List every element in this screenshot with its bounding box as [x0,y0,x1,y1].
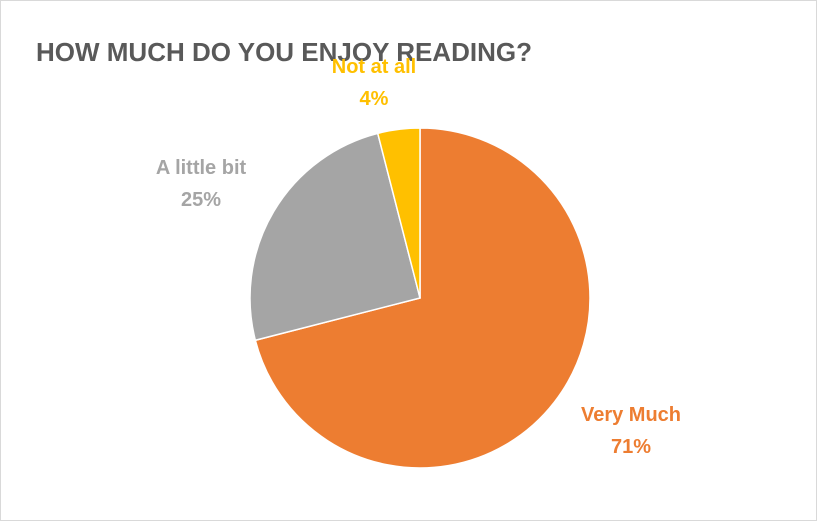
pie-slice-not-at-all [376,127,421,299]
pie-slice-a-little-bit [249,132,421,342]
slice-value-very-much: 71% [611,436,651,458]
slice-label-not-at-all: Not at all [332,56,416,78]
slice-label-a-little-bit: A little bit [156,157,247,179]
slice-value-a-little-bit: 25% [181,189,221,211]
chart-title: HOW MUCH DO YOU ENJOY READING? [36,37,532,67]
pie-slice-very-much [254,127,591,469]
slice-value-not-at-all: 4% [360,88,389,110]
slice-label-very-much: Very Much [581,404,681,426]
